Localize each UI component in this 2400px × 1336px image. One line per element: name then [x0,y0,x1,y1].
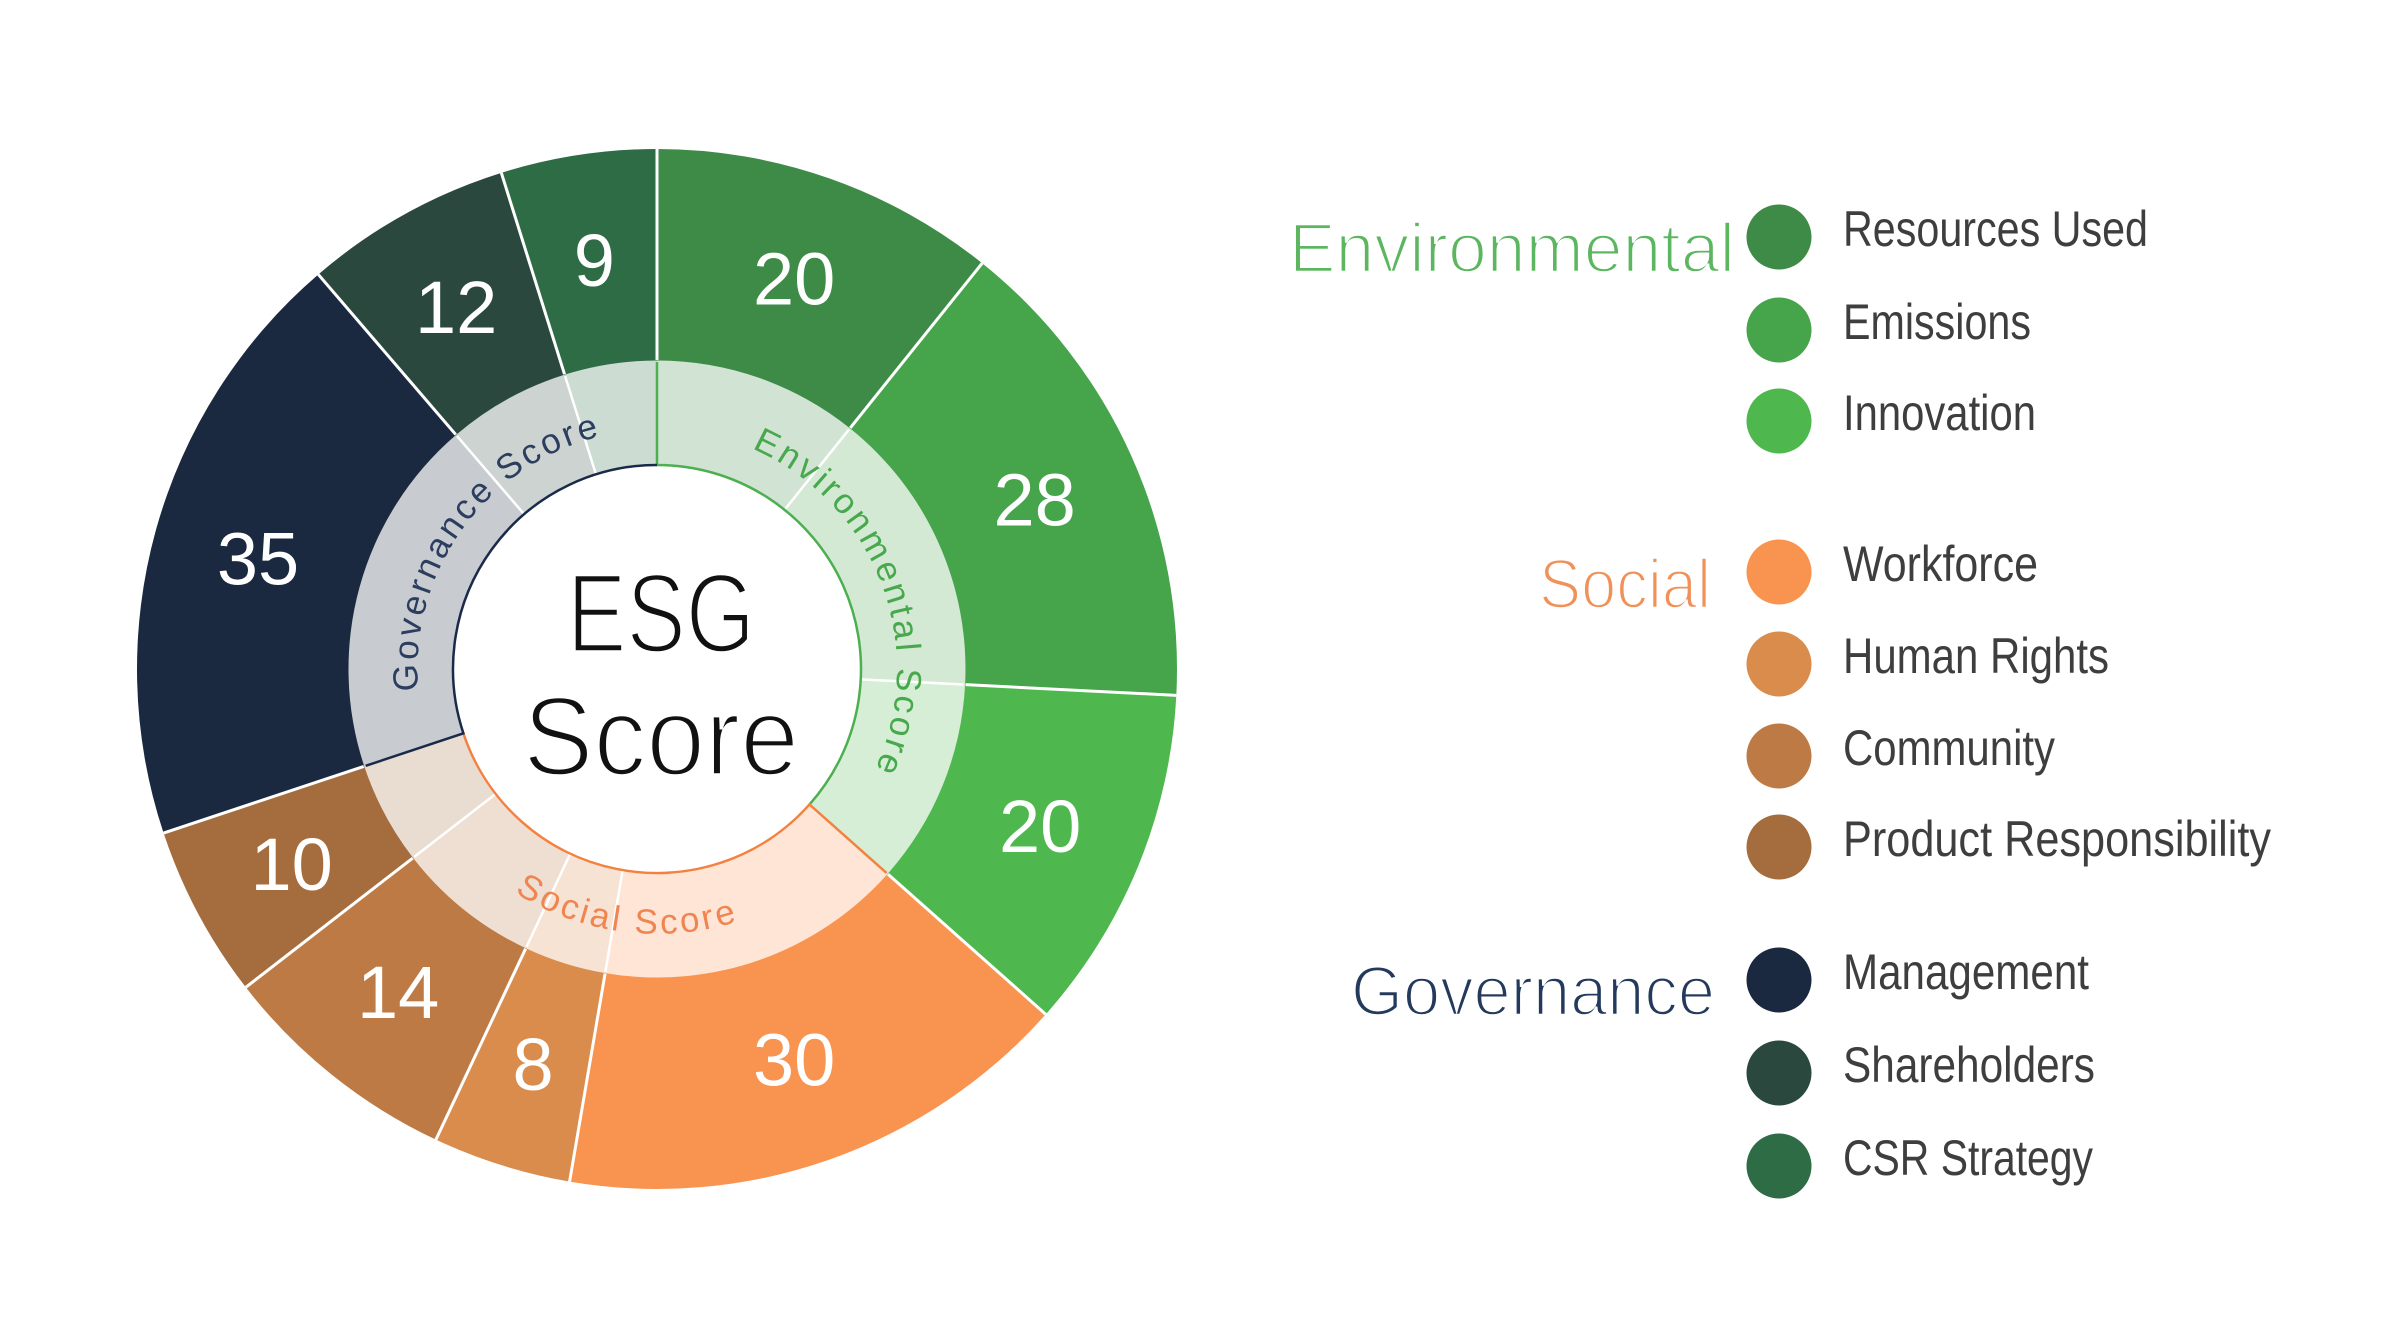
svg-text:Management: Management [1843,944,2089,1000]
svg-text:Product Responsibility: Product Responsibility [1843,811,2271,867]
svg-text:30: 30 [753,1019,835,1102]
svg-text:Innovation: Innovation [1843,385,2036,441]
svg-text:12: 12 [415,266,497,349]
svg-text:Social: Social [1539,545,1711,623]
svg-text:Governance: Governance [1351,952,1715,1030]
svg-text:Shareholders: Shareholders [1843,1037,2095,1093]
svg-text:Human Rights: Human Rights [1843,628,2109,684]
svg-text:35: 35 [217,518,299,601]
svg-text:14: 14 [357,951,439,1034]
svg-text:Workforce: Workforce [1843,536,2038,592]
svg-text:28: 28 [993,458,1075,541]
svg-text:CSR Strategy: CSR Strategy [1843,1130,2093,1186]
svg-text:20: 20 [753,237,835,320]
svg-text:Environmental: Environmental [1289,209,1735,287]
svg-text:Score: Score [523,674,799,799]
svg-text:Emissions: Emissions [1843,294,2031,350]
svg-text:20: 20 [999,785,1081,868]
svg-text:10: 10 [251,823,333,906]
svg-text:Community: Community [1843,720,2055,776]
svg-text:9: 9 [574,219,615,302]
svg-text:Resources Used: Resources Used [1843,201,2148,257]
svg-text:ESG: ESG [567,551,755,676]
svg-text:8: 8 [513,1023,554,1106]
